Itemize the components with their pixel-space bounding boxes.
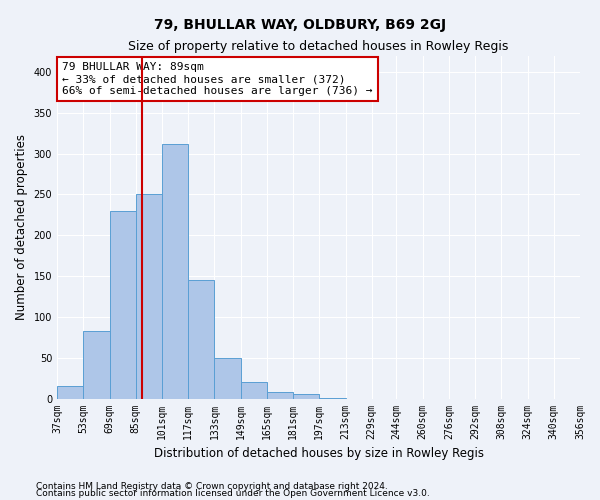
X-axis label: Distribution of detached houses by size in Rowley Regis: Distribution of detached houses by size … [154, 447, 484, 460]
Text: 79, BHULLAR WAY, OLDBURY, B69 2GJ: 79, BHULLAR WAY, OLDBURY, B69 2GJ [154, 18, 446, 32]
Bar [188, 280, 214, 398]
Bar [57, 386, 83, 398]
Bar [162, 144, 188, 399]
Text: 79 BHULLAR WAY: 89sqm
← 33% of detached houses are smaller (372)
66% of semi-det: 79 BHULLAR WAY: 89sqm ← 33% of detached … [62, 62, 373, 96]
Bar [110, 210, 136, 398]
Text: Contains public sector information licensed under the Open Government Licence v3: Contains public sector information licen… [36, 490, 430, 498]
Bar [136, 194, 162, 398]
Y-axis label: Number of detached properties: Number of detached properties [15, 134, 28, 320]
Bar [293, 394, 319, 398]
Text: Contains HM Land Registry data © Crown copyright and database right 2024.: Contains HM Land Registry data © Crown c… [36, 482, 388, 491]
Bar [267, 392, 293, 398]
Title: Size of property relative to detached houses in Rowley Regis: Size of property relative to detached ho… [128, 40, 509, 53]
Bar [214, 358, 241, 399]
Bar [241, 382, 267, 398]
Bar [83, 331, 110, 398]
